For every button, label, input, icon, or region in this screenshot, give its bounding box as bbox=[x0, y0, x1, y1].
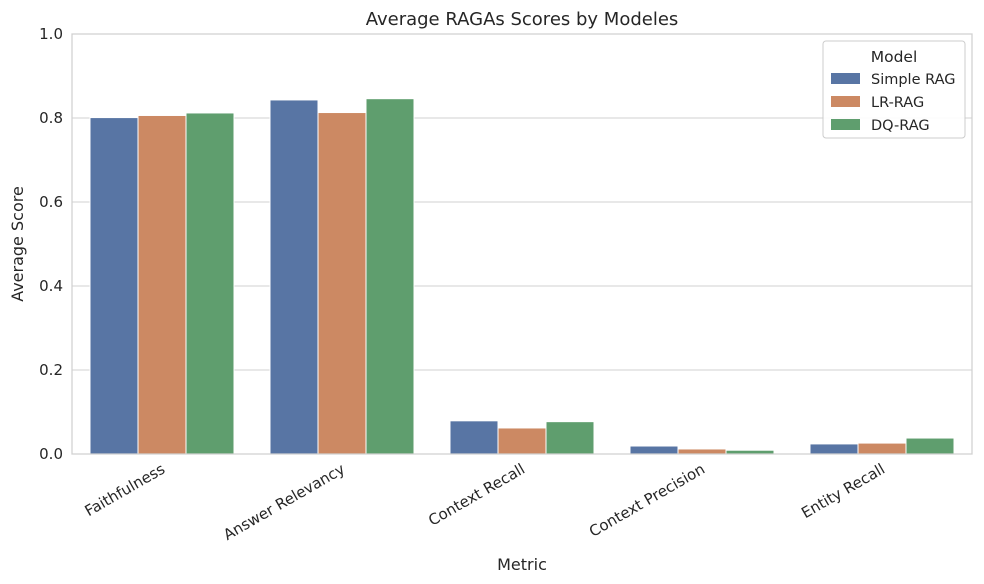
bar bbox=[317, 112, 367, 455]
x-axis-label: Metric bbox=[497, 555, 547, 574]
legend: Model Simple RAG LR-RAG DQ-RAG bbox=[822, 40, 966, 139]
bar bbox=[449, 420, 499, 455]
bar bbox=[629, 445, 679, 455]
y-tick-label: 0.8 bbox=[39, 109, 63, 127]
x-tick-label: Answer Relevancy bbox=[220, 460, 348, 544]
y-axis-ticks: 0.0 0.2 0.4 0.6 0.8 1.0 bbox=[39, 25, 63, 463]
bar bbox=[185, 112, 235, 455]
legend-label: Simple RAG bbox=[871, 72, 956, 88]
plot-frame bbox=[71, 33, 973, 455]
chart-title: Average RAGAs Scores by Modeles bbox=[366, 9, 679, 30]
bar bbox=[497, 427, 547, 455]
legend-swatch bbox=[831, 119, 860, 130]
x-tick-label: Context Recall bbox=[425, 460, 528, 530]
y-tick-label: 0.6 bbox=[39, 193, 63, 211]
bar bbox=[89, 117, 139, 455]
y-tick-label: 0.2 bbox=[39, 361, 63, 379]
legend-swatch bbox=[831, 96, 860, 107]
bar bbox=[809, 443, 859, 455]
bar bbox=[365, 98, 415, 455]
x-axis-ticks: Faithfulness Answer Relevancy Context Reca… bbox=[82, 460, 888, 544]
bar bbox=[545, 421, 595, 455]
x-tick-label: Faithfulness bbox=[82, 460, 169, 520]
legend-swatch bbox=[831, 73, 860, 84]
legend-label: LR-RAG bbox=[871, 95, 924, 111]
legend-box bbox=[822, 40, 966, 139]
bars bbox=[89, 98, 955, 455]
x-tick-label: Entity Recall bbox=[798, 460, 888, 522]
x-tick-label: Context Precision bbox=[586, 460, 708, 541]
y-tick-label: 0.0 bbox=[39, 445, 63, 463]
bar bbox=[905, 437, 955, 455]
bar bbox=[269, 99, 319, 455]
legend-title: Model bbox=[871, 48, 918, 66]
legend-items: Simple RAG LR-RAG DQ-RAG bbox=[831, 72, 956, 134]
bar bbox=[857, 442, 907, 455]
legend-label: DQ-RAG bbox=[871, 118, 930, 134]
y-tick-label: 1.0 bbox=[39, 25, 63, 43]
y-axis-label: Average Score bbox=[8, 186, 27, 302]
bar bbox=[137, 114, 187, 455]
y-tick-label: 0.4 bbox=[39, 277, 63, 295]
bar bbox=[677, 448, 727, 455]
